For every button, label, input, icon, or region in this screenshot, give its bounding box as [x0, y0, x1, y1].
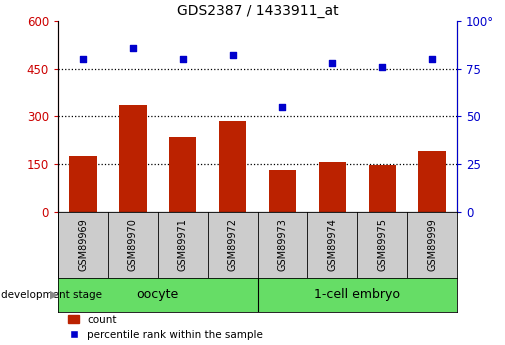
Text: ▶: ▶ [50, 290, 59, 300]
Bar [119, 105, 146, 212]
Point [179, 56, 187, 62]
Point [378, 64, 386, 69]
Text: GSM89975: GSM89975 [377, 218, 387, 272]
Text: GSM89971: GSM89971 [178, 218, 188, 272]
Text: GSM89973: GSM89973 [277, 218, 287, 272]
Text: GSM89972: GSM89972 [228, 218, 238, 272]
Text: oocyte: oocyte [137, 288, 179, 302]
Text: development stage: development stage [1, 290, 102, 300]
Text: GSM89970: GSM89970 [128, 218, 138, 272]
Title: GDS2387 / 1433911_at: GDS2387 / 1433911_at [177, 4, 338, 18]
Point [79, 56, 87, 62]
Text: GSM89969: GSM89969 [78, 219, 88, 271]
Bar [219, 121, 246, 212]
Text: GSM89974: GSM89974 [327, 218, 337, 272]
Bar [169, 137, 196, 212]
Bar [319, 162, 346, 212]
Bar [269, 170, 296, 212]
Text: 1-cell embryo: 1-cell embryo [314, 288, 400, 302]
Point [229, 52, 237, 58]
Point [129, 45, 137, 50]
Bar [69, 156, 97, 212]
Bar [369, 165, 396, 212]
Legend: count, percentile rank within the sample: count, percentile rank within the sample [68, 315, 263, 340]
Point [278, 104, 286, 110]
Point [328, 60, 336, 66]
Point [428, 56, 436, 62]
Bar [418, 151, 446, 212]
Text: GSM89999: GSM89999 [427, 219, 437, 271]
